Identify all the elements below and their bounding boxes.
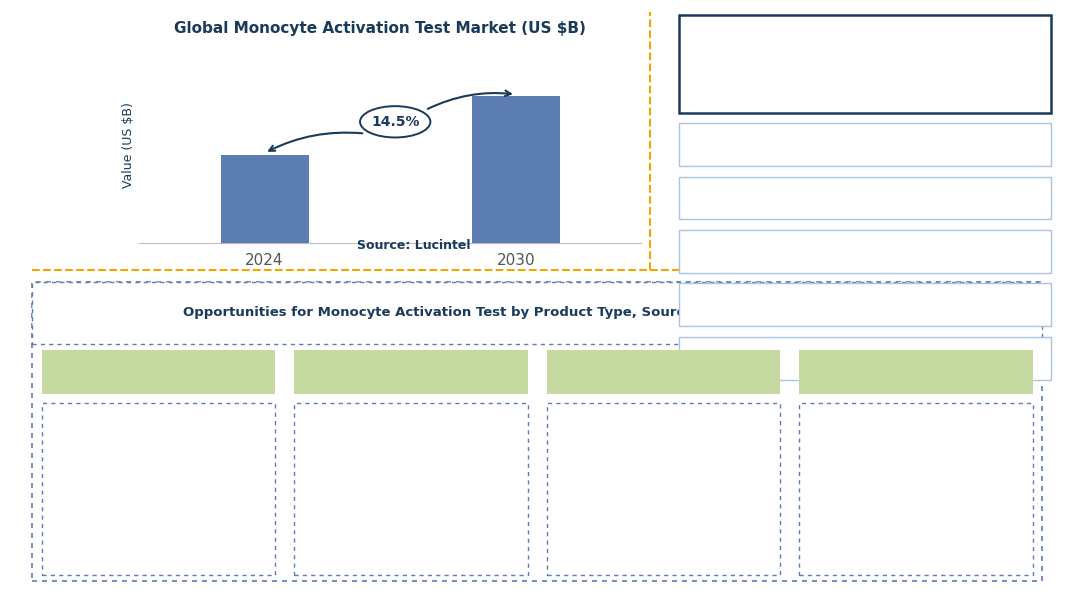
Text: • Drug Development: • Drug Development xyxy=(556,428,683,441)
Text: • Medical Device Testing: • Medical Device Testing xyxy=(556,503,707,517)
Text: • Others: • Others xyxy=(808,542,861,555)
Text: End Use: End Use xyxy=(886,366,946,378)
Y-axis label: Value (US $B): Value (US $B) xyxy=(122,103,135,188)
Bar xyxy=(220,155,309,243)
Bar xyxy=(471,97,560,243)
Ellipse shape xyxy=(360,106,431,138)
Text: Major Players of Monocyte
Activation Test Market: Major Players of Monocyte Activation Tes… xyxy=(760,49,970,79)
Text: • MAT Kits: • MAT Kits xyxy=(50,452,113,465)
Text: • Pharmaceutical Industry: • Pharmaceutical Industry xyxy=(808,428,969,441)
Text: • Reagents: • Reagents xyxy=(50,521,119,534)
Text: Thermo Fisher Scientific: Thermo Fisher Scientific xyxy=(785,192,945,205)
Text: • Vaccine Development: • Vaccine Development xyxy=(556,466,700,479)
Text: Source: Lucintel: Source: Lucintel xyxy=(357,239,470,252)
Text: Product Type: Product Type xyxy=(109,366,207,378)
Text: Opportunities for Monocyte Activation Test by Product Type, Source, Application,: Opportunities for Monocyte Activation Te… xyxy=(184,307,890,319)
Text: • Others: • Others xyxy=(556,542,608,555)
Text: • Biotechnology Industry: • Biotechnology Industry xyxy=(808,466,961,479)
Text: Microcoat Biotechnologie: Microcoat Biotechnologie xyxy=(780,352,949,365)
Text: • Cell Line Based: • Cell Line Based xyxy=(303,521,407,534)
Text: Charles River Laboratories: Charles River Laboratories xyxy=(776,245,954,258)
Text: Sanquin: Sanquin xyxy=(838,298,892,311)
Text: Global Monocyte Activation Test Market (US $B): Global Monocyte Activation Test Market (… xyxy=(173,21,586,36)
Text: Application: Application xyxy=(621,366,706,378)
Text: 14.5%: 14.5% xyxy=(371,115,419,129)
Text: • PBMC Based: • PBMC Based xyxy=(303,452,390,465)
Text: • Medical Device Industry: • Medical Device Industry xyxy=(808,503,966,517)
Text: Source: Source xyxy=(385,366,437,378)
Text: Merck: Merck xyxy=(845,138,885,151)
